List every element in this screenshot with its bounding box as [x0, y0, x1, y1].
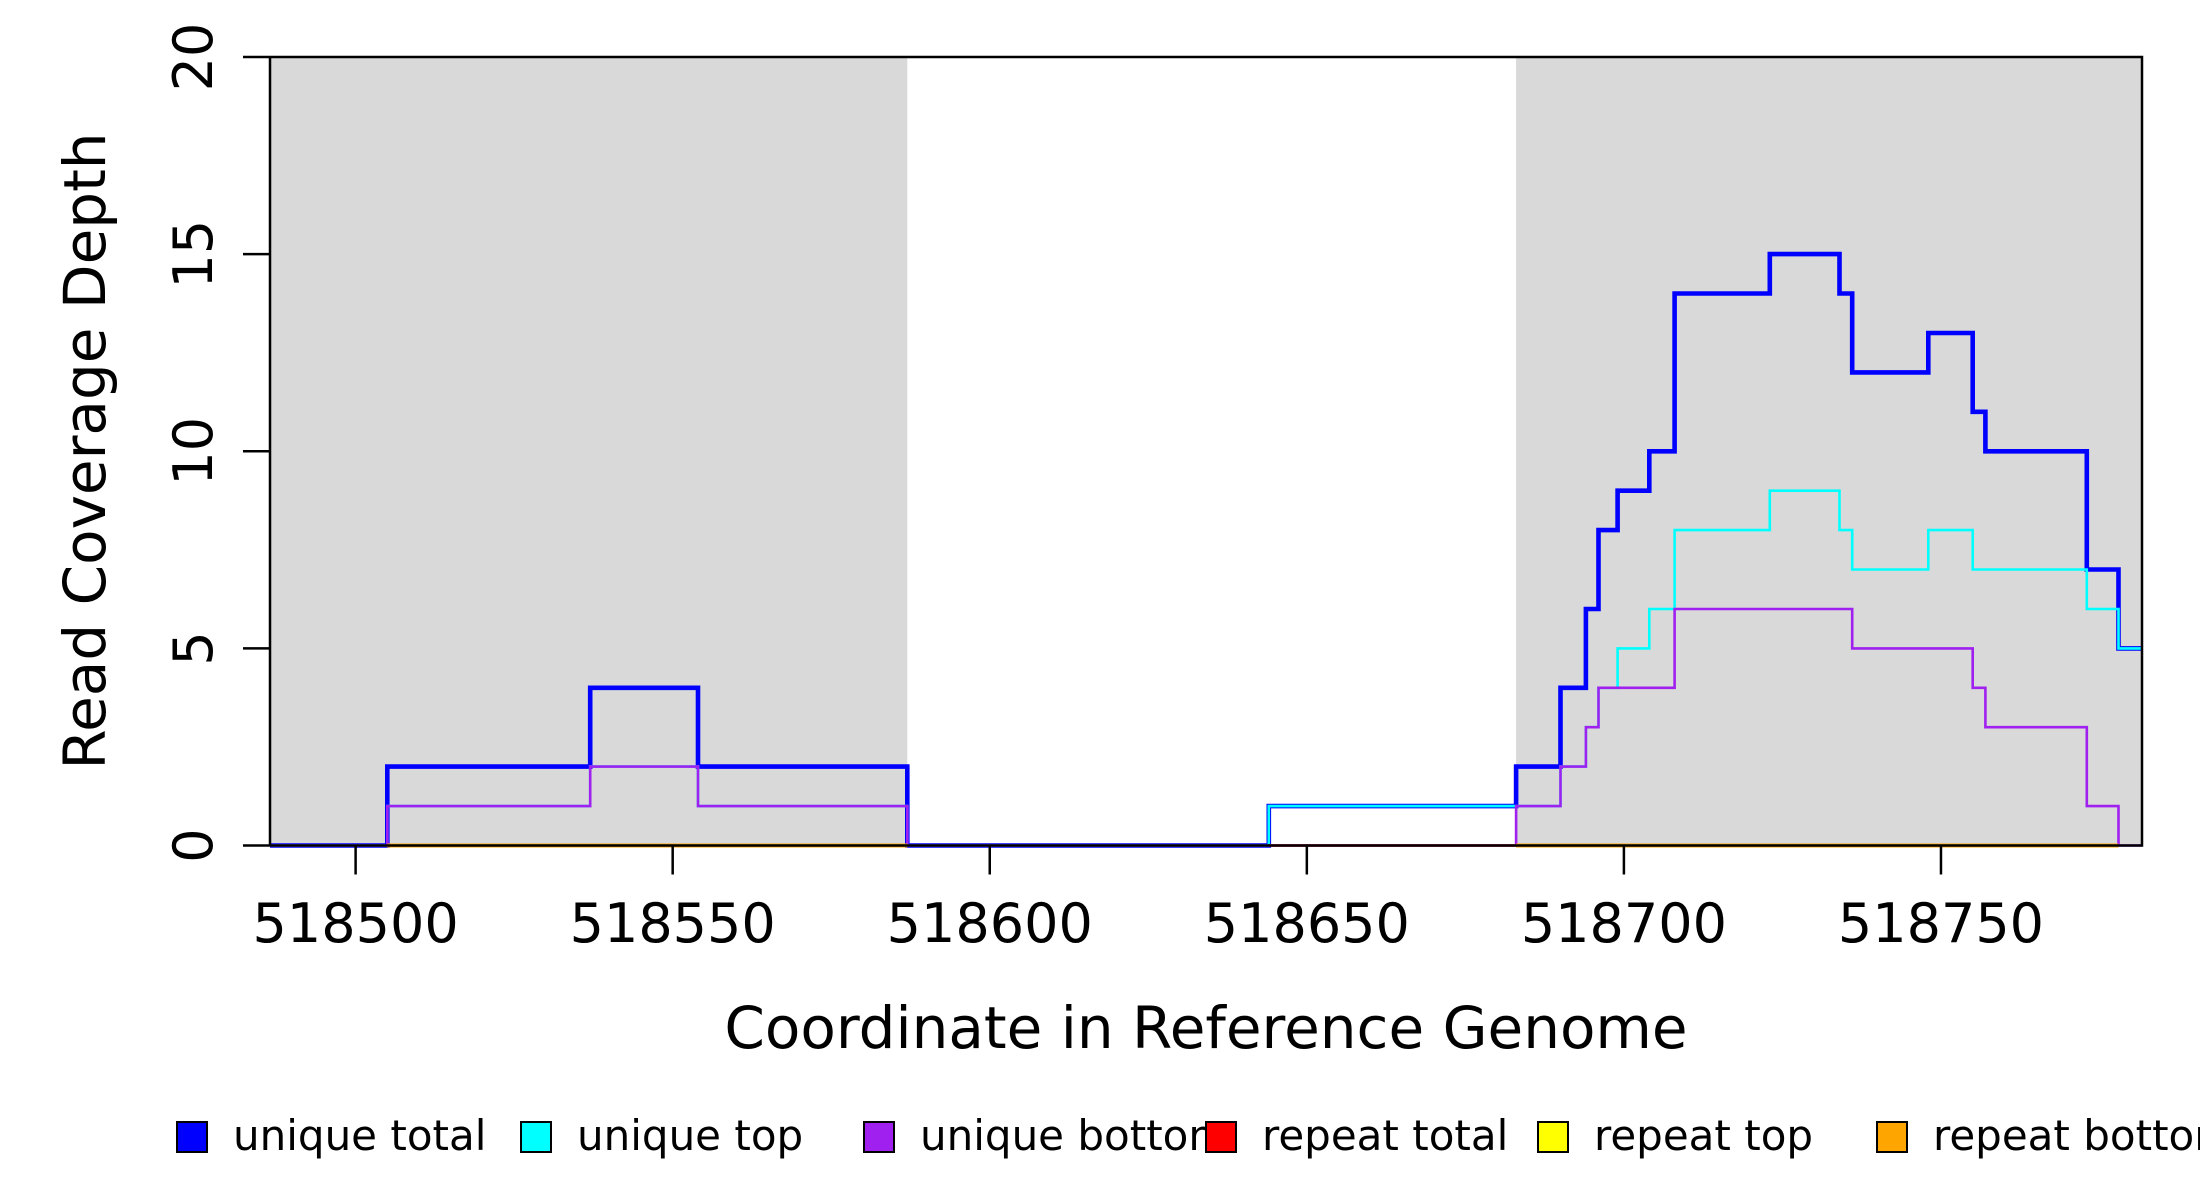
x-tick-label: 518700 — [1521, 892, 1727, 955]
shaded-regions-layer — [270, 57, 2142, 846]
x-tick-label: 518650 — [1204, 892, 1410, 955]
y-tick-label: 10 — [162, 417, 225, 486]
y-tick-label: 5 — [162, 631, 225, 665]
legend-item-repeat-bottom: repeat bottom — [1876, 1111, 2200, 1160]
legend-swatch-unique-bottom — [863, 1121, 895, 1153]
legend-item-unique-top: unique top — [520, 1111, 803, 1160]
y-tick-label: 15 — [162, 220, 225, 289]
y-axis-title: Read Coverage Depth — [51, 132, 119, 769]
y-axis: 0 5 10 15 20 — [162, 23, 269, 863]
legend-label: repeat top — [1594, 1111, 1813, 1160]
legend: unique total unique top unique bottom repea… — [176, 1111, 2200, 1160]
y-tick-label: 0 — [162, 828, 225, 862]
x-tick-label: 518550 — [570, 892, 776, 955]
legend-item-repeat-top: repeat top — [1537, 1111, 1813, 1160]
legend-label: unique total — [233, 1111, 486, 1160]
plot-box — [268, 55, 2144, 847]
legend-label: unique top — [577, 1111, 803, 1160]
legend-label: unique bottom — [920, 1111, 1229, 1160]
series-unique-bottom-line — [270, 607, 2142, 847]
x-tick-label: 518750 — [1838, 892, 2044, 955]
x-tick-label: 518500 — [253, 892, 459, 955]
legend-item-unique-total: unique total — [176, 1111, 486, 1160]
legend-swatch-unique-total — [176, 1121, 208, 1153]
legend-swatch-unique-top — [520, 1121, 552, 1153]
y-tick-label: 20 — [162, 23, 225, 92]
legend-swatch-repeat-total — [1205, 1121, 1237, 1153]
legend-swatch-repeat-bottom — [1876, 1121, 1908, 1153]
x-axis: 518500 518550 518600 518650 518700 518750 — [253, 846, 2044, 955]
legend-item-repeat-total: repeat total — [1205, 1111, 1508, 1160]
legend-label: repeat total — [1262, 1111, 1508, 1160]
x-axis-title: Coordinate in Reference Genome — [724, 994, 1687, 1062]
legend-label: repeat bottom — [1933, 1111, 2200, 1160]
legend-swatch-repeat-top — [1537, 1121, 1569, 1153]
series-unique-total-line — [270, 251, 2142, 848]
legend-item-unique-bottom: unique bottom — [863, 1111, 1229, 1160]
x-tick-label: 518600 — [887, 892, 1093, 955]
